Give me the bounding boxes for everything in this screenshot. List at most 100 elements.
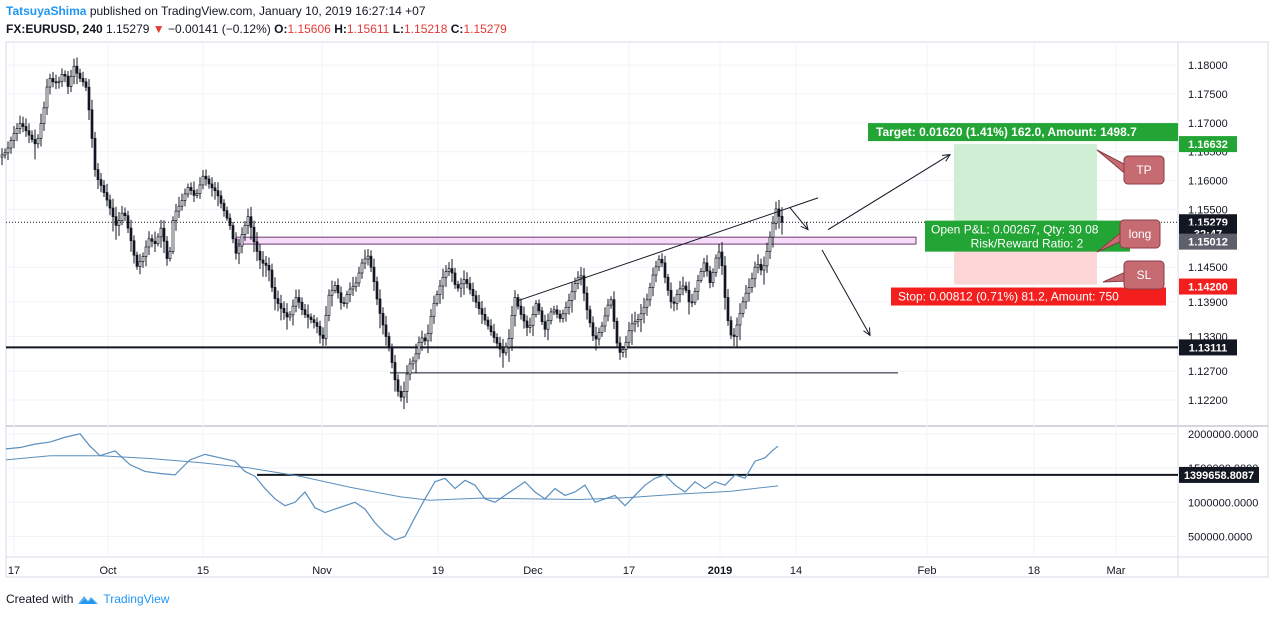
entry-price-badge: 1.15012: [1179, 233, 1237, 250]
candle-body: [0, 154, 4, 158]
candle-body: [495, 337, 499, 344]
price-tick-label: 1.12700: [1188, 366, 1228, 378]
candle-body: [492, 331, 496, 338]
candle-body: [603, 315, 607, 327]
candle-body: [165, 240, 169, 259]
candle-body: [129, 227, 133, 242]
candle-body: [333, 285, 337, 291]
candle-body: [663, 262, 667, 278]
callout-sl[interactable]: SL: [1102, 260, 1165, 290]
price-tick-label: 1.18000: [1188, 60, 1228, 72]
candle-body: [36, 138, 40, 145]
candle-body: [93, 138, 97, 170]
candle-body: [327, 294, 331, 316]
take-profit-price-badge: 1.16632: [1179, 136, 1237, 153]
candle-body: [132, 240, 136, 256]
callout-pointer: [1096, 149, 1129, 178]
publish-line: TatsuyaShima published on TradingView.co…: [6, 4, 426, 18]
candle-body: [765, 250, 769, 267]
candle-body: [168, 251, 172, 259]
price-pane[interactable]: Target: 0.01620 (1.41%) 162.0, Amount: 1…: [0, 57, 1178, 410]
candle-body: [204, 175, 208, 180]
candle-body: [474, 295, 478, 303]
candle-body: [84, 81, 88, 88]
candle-body: [339, 292, 343, 304]
candle-body: [651, 274, 655, 288]
resistance-zone[interactable]: [235, 236, 917, 245]
candle-body: [627, 330, 631, 343]
candles[interactable]: [0, 57, 784, 410]
candle-body: [615, 320, 619, 344]
candle-body: [27, 130, 31, 136]
time-tick-label: Dec: [523, 565, 543, 577]
last-price: 1.15279: [106, 22, 150, 36]
candle-body: [513, 297, 517, 316]
published-text: published on TradingView.com, January 10…: [89, 4, 426, 18]
candle-body: [453, 272, 457, 285]
candle-body: [336, 285, 340, 294]
candle-body: [309, 316, 313, 321]
candle-body: [240, 234, 244, 247]
candle-body: [153, 240, 157, 245]
candle-body: [642, 306, 646, 315]
pnl-label-bg: [925, 220, 1130, 252]
candle-body: [108, 199, 112, 209]
candle-body: [768, 236, 772, 252]
candle-body: [732, 334, 736, 337]
projection-arrow[interactable]: [789, 207, 809, 231]
candle-body: [201, 175, 205, 186]
created-with-text: Created with: [6, 592, 74, 606]
projection-arrow[interactable]: [821, 249, 871, 337]
callout-text: TP: [1136, 163, 1151, 177]
candle-body: [3, 152, 7, 156]
candle-body: [114, 216, 118, 226]
candle-body: [534, 303, 538, 315]
candle-body: [354, 282, 358, 287]
candle-body: [684, 285, 688, 291]
indicator-level-badge-text: 1399658.8087: [1184, 470, 1254, 482]
candle-body: [15, 128, 19, 134]
candle-body: [465, 279, 469, 284]
candle-body: [762, 265, 766, 271]
indicator-line[interactable]: [5, 433, 779, 541]
candle-body: [141, 256, 145, 262]
callout-tp[interactable]: TP: [1096, 149, 1165, 185]
candle-body: [774, 208, 778, 224]
candle-body: [75, 65, 79, 74]
target-label[interactable]: Target: 0.01620 (1.41%) 162.0, Amount: 1…: [868, 123, 1178, 142]
tradingview-brand[interactable]: TradingView: [103, 592, 170, 606]
candle-body: [255, 241, 259, 252]
time-tick-label: 19: [432, 565, 444, 577]
pnl-label[interactable]: Open P&L: 0.00267, Qty: 30 08Risk/Reward…: [925, 220, 1130, 252]
ascending-trendline[interactable]: [517, 197, 819, 302]
candle-body: [600, 325, 604, 333]
callout-long[interactable]: long: [1096, 219, 1161, 253]
candle-body: [372, 266, 376, 282]
author-name[interactable]: TatsuyaShima: [6, 4, 87, 18]
callout-text: long: [1129, 227, 1152, 241]
candle-body: [501, 348, 505, 354]
axis-ticks: 1.180001.175001.170001.165001.160001.155…: [8, 60, 1258, 577]
axis-price-labels: 1.166321.1527932:471.150121.142001.13111…: [1179, 136, 1259, 483]
candle-body: [510, 314, 514, 339]
indicator-average-line[interactable]: [5, 455, 779, 501]
candle-body: [156, 236, 160, 245]
low-label: L:: [392, 22, 405, 36]
support-price-badge-text: 1.13111: [1189, 342, 1228, 354]
candle-body: [396, 379, 400, 392]
candle-body: [678, 288, 682, 295]
time-tick-label: Mar: [1107, 565, 1126, 577]
candle-body: [162, 227, 166, 242]
candle-body: [567, 300, 571, 308]
stop-label[interactable]: Stop: 0.00812 (0.71%) 81.2, Amount: 750: [891, 287, 1166, 306]
price-change: −0.00141 (−0.12%): [168, 22, 271, 36]
candle-body: [771, 222, 775, 238]
open-value: 1.15606: [287, 22, 331, 36]
candle-body: [120, 212, 124, 221]
candle-body: [198, 184, 202, 194]
indicator-pane[interactable]: [5, 433, 1178, 541]
projection-arrow[interactable]: [827, 153, 951, 231]
candle-body: [276, 298, 280, 304]
candle-body: [321, 334, 325, 339]
